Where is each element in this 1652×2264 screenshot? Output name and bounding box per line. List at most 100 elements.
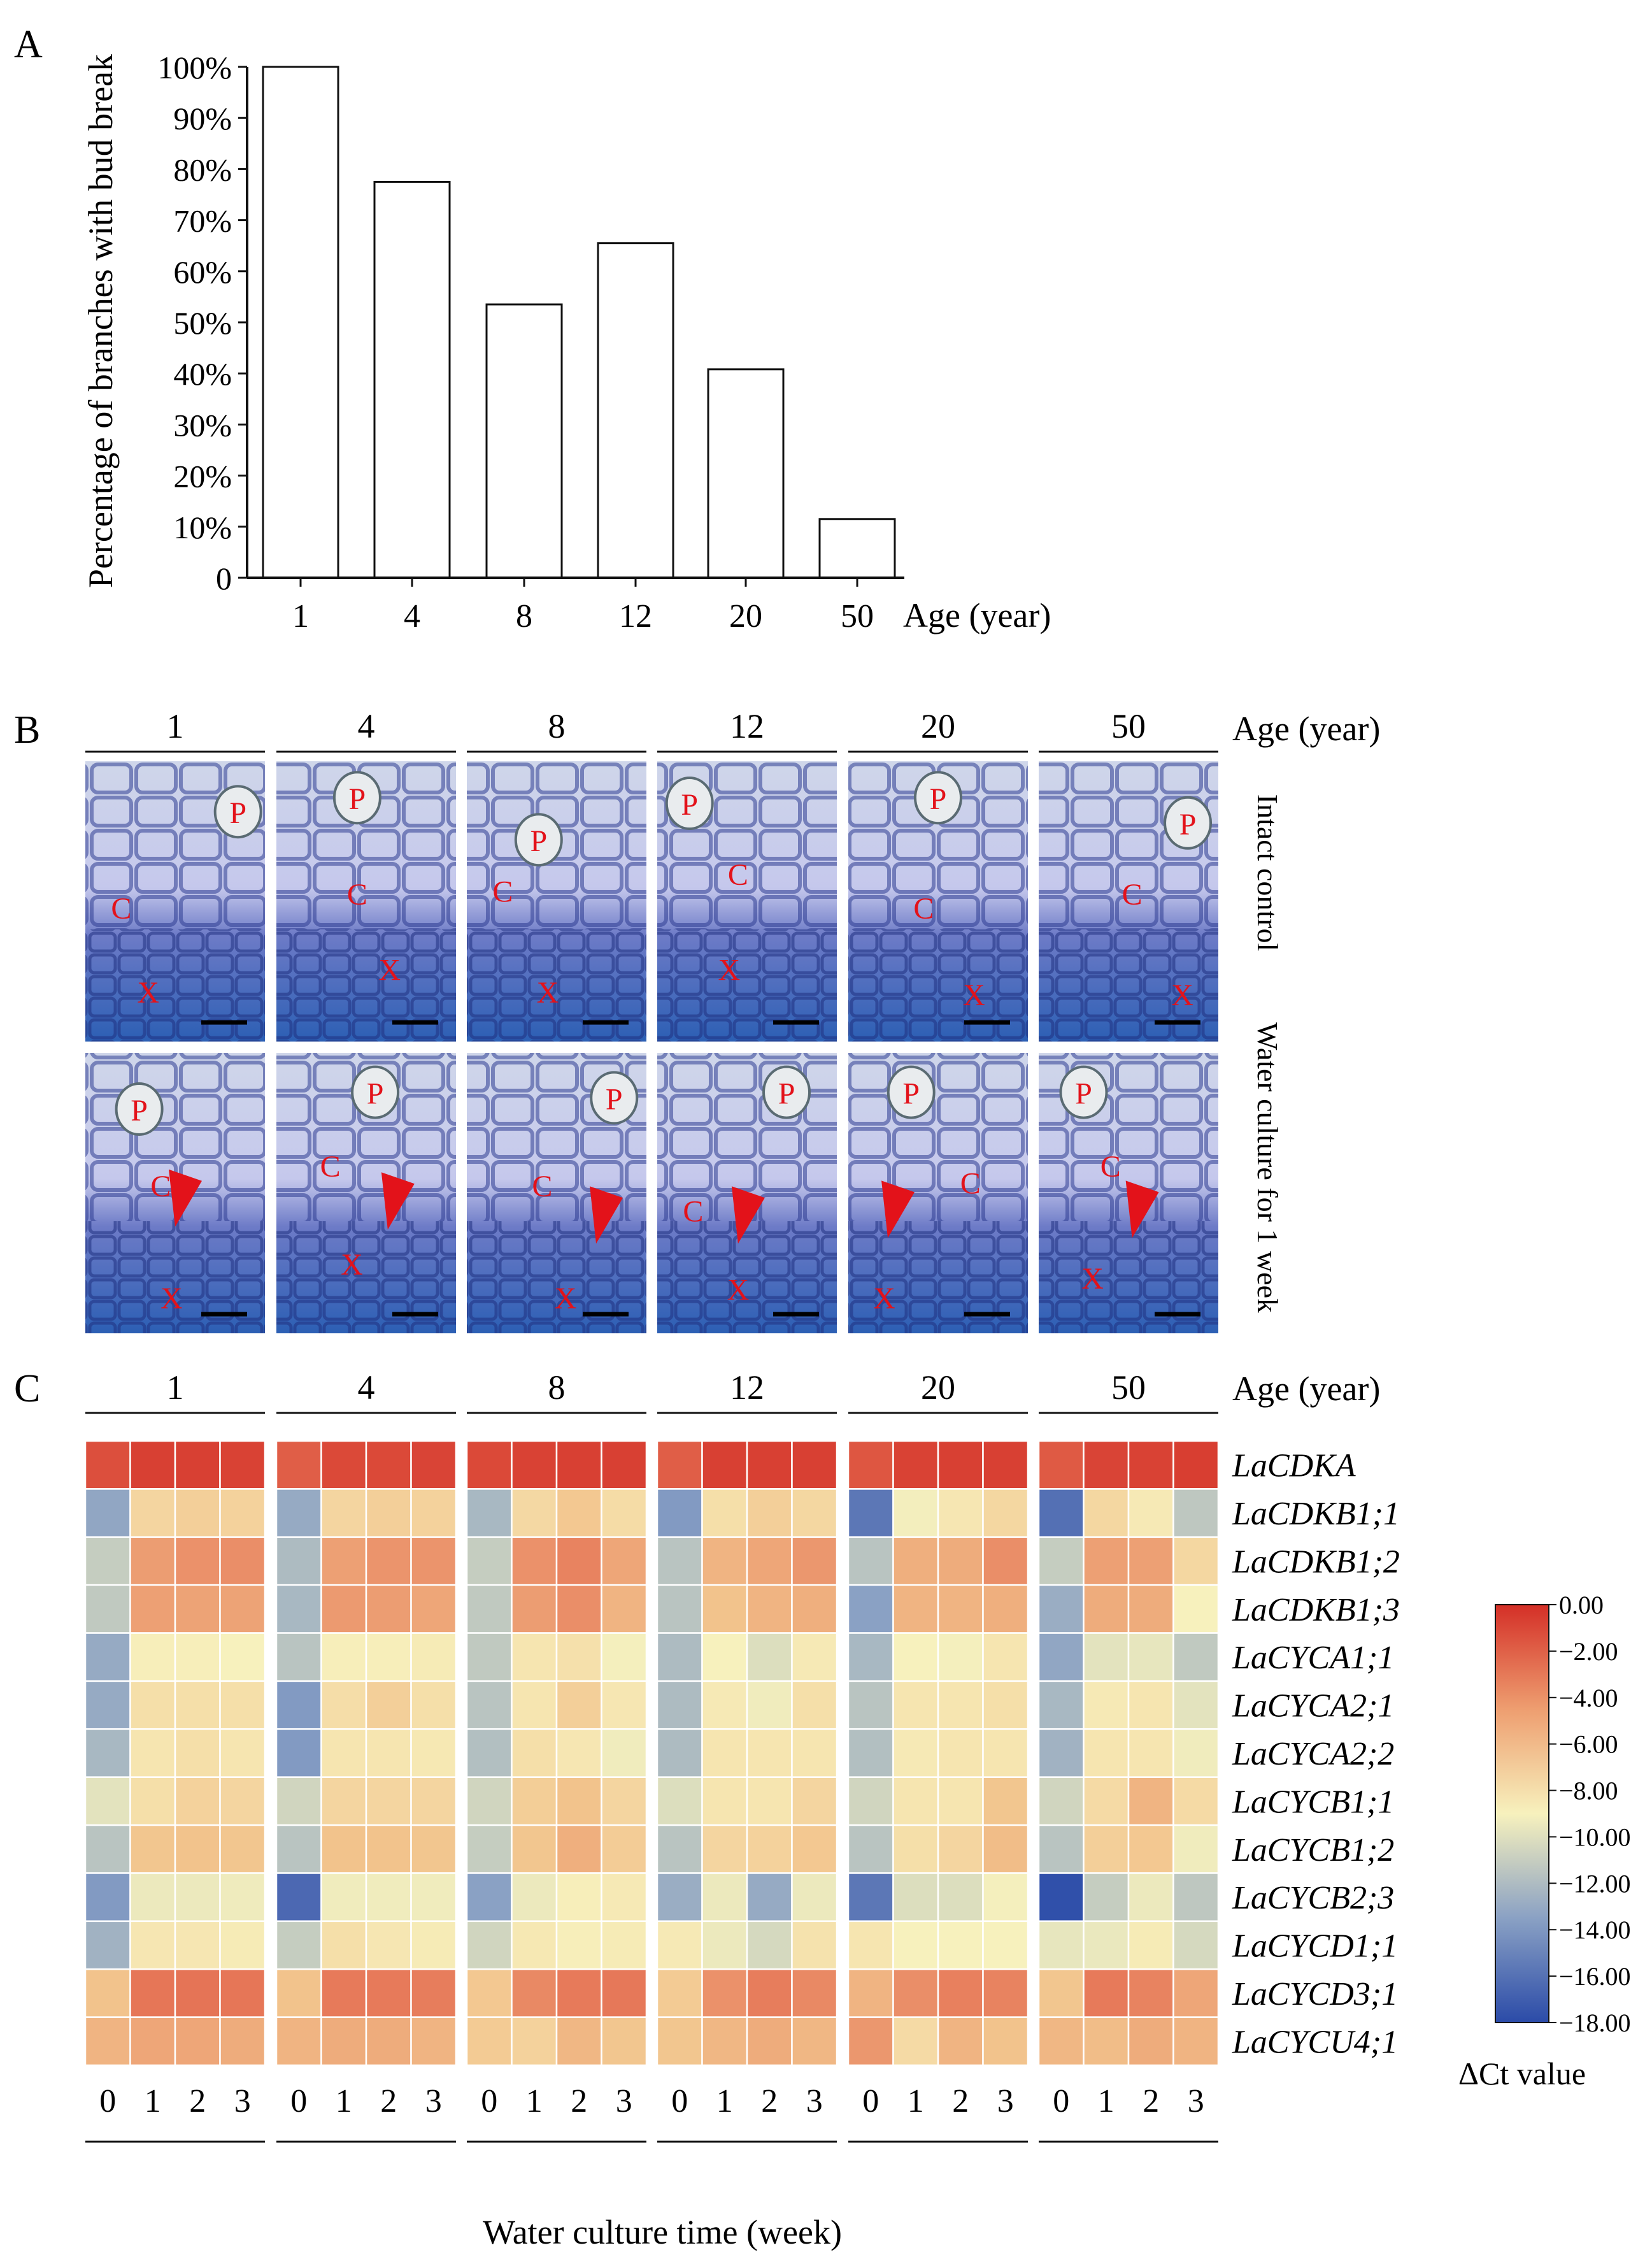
heatmap-cell xyxy=(892,1488,939,1538)
week-label: 2 xyxy=(761,2083,778,2119)
heatmap-cell xyxy=(511,1584,558,1634)
heatmap-cell xyxy=(410,1968,457,2018)
tissue-label-cambium: C xyxy=(683,1194,703,1228)
heatmap-cell xyxy=(1127,1536,1174,1586)
micrograph-water-culture-1: P C X xyxy=(85,1053,265,1333)
colorbar-tick-label: −12.00 xyxy=(1559,1869,1631,1898)
heatmap-cell xyxy=(892,1968,939,2018)
tissue-label-phloem: P xyxy=(902,1077,920,1111)
heatmap-cell xyxy=(746,2016,793,2067)
gene-label: LaCDKA xyxy=(1232,1448,1356,1484)
heatmap-cell xyxy=(84,1488,131,1538)
heatmap-cell xyxy=(129,1968,176,2018)
tissue-label-phloem: P xyxy=(229,796,246,830)
arrowhead-marker xyxy=(731,1186,765,1244)
gene-labels: LaCDKA LaCDKB1;1 LaCDKB1;2 LaCDKB1;3 LaCYCA1… xyxy=(1232,1448,1400,2061)
heatmap-cell xyxy=(892,1920,939,1970)
heatmap-cell xyxy=(555,1776,602,1826)
heatmap-cell xyxy=(511,1728,558,1778)
phloem-cell xyxy=(332,771,381,825)
heatmap-cell xyxy=(219,1872,266,1923)
heatmap-cell xyxy=(511,1680,558,1730)
heatmap-cell xyxy=(275,1680,322,1730)
gene-label: LaCYCB1;1 xyxy=(1232,1784,1394,1820)
tissue-label-xylem: X xyxy=(1171,978,1193,1012)
tissue-label-phloem: P xyxy=(349,782,366,816)
heatmap-cell xyxy=(219,1536,266,1586)
heatmap-cell xyxy=(701,1824,748,1874)
heatmap-cell xyxy=(129,1488,176,1538)
heatmap-cell xyxy=(937,1680,984,1730)
heatmap-cell xyxy=(1127,1728,1174,1778)
heatmap-cell xyxy=(601,1584,648,1634)
micrograph-water-culture-4: P C X xyxy=(276,1053,456,1333)
phloem-cell xyxy=(914,771,962,825)
heatmap-cell xyxy=(1037,1728,1085,1778)
tissue-label-xylem: X xyxy=(341,1248,363,1282)
heatmap-cell xyxy=(129,1920,176,1970)
heatmap-cell xyxy=(466,1824,513,1874)
heatmap-cell xyxy=(365,1632,412,1682)
heatmap-cell xyxy=(275,1536,322,1586)
heatmap-cell xyxy=(656,2016,703,2067)
heatmap-cell xyxy=(601,1632,648,1682)
panel-label-b: B xyxy=(14,708,40,752)
gene-label: LaCDKB1;1 xyxy=(1232,1496,1400,1532)
heatmap-cell xyxy=(601,1488,648,1538)
heatmap-cell xyxy=(982,1824,1029,1874)
heatmap-cell xyxy=(701,1632,748,1682)
heatmap-cell xyxy=(219,1920,266,1970)
heatmap-cell xyxy=(746,1440,793,1490)
heatmap-cell xyxy=(84,1536,131,1586)
heatmap-cell xyxy=(174,1680,221,1730)
heatmap-cell xyxy=(701,1920,748,1970)
gene-label: LaCYCA2;2 xyxy=(1232,1736,1394,1772)
heatmap-cell xyxy=(410,1776,457,1826)
heatmap-cell xyxy=(410,1824,457,1874)
heatmap-cell xyxy=(982,1488,1029,1538)
heatmap-cell xyxy=(84,1776,131,1826)
heatmap-cell xyxy=(791,1920,838,1970)
y-tick-label: 0 xyxy=(216,561,232,596)
heatmap-cell xyxy=(847,1440,894,1490)
heatmap-cell xyxy=(937,1968,984,2018)
heatmap-cell xyxy=(1127,1872,1174,1923)
heatmap-cell xyxy=(892,1680,939,1730)
heatmap-cell xyxy=(1037,1632,1085,1682)
heatmap-cell xyxy=(1037,1920,1085,1970)
heatmap-cell xyxy=(982,1728,1029,1778)
heatmap-cell xyxy=(174,1488,221,1538)
heatmap-cell xyxy=(275,1872,322,1923)
heatmap-cell xyxy=(1127,1488,1174,1538)
heatmap-cell xyxy=(84,1632,131,1682)
arrowhead-marker xyxy=(1125,1180,1159,1238)
week-label: 2 xyxy=(571,2083,587,2119)
heatmap-cell xyxy=(1127,1632,1174,1682)
phloem-cell xyxy=(351,1065,400,1119)
heatmap-cell xyxy=(1127,1824,1174,1874)
heatmap-cell xyxy=(701,1968,748,2018)
heatmap-cell xyxy=(219,1440,266,1490)
tissue-label-phloem: P xyxy=(778,1077,795,1111)
heatmap-panel-c: 1 4 8 12 20 50 Age (year) LaCDKALaCDKB1;1LaCD… xyxy=(84,1368,1631,2251)
heatmap-cell xyxy=(1127,1440,1174,1490)
heatmap-cell xyxy=(847,1920,894,1970)
micrograph-panel-b: 1 4 8 12 20 50 Age (year) PCXPCXPCXPCXPCXPCXP… xyxy=(85,707,1380,1333)
colorbar-tick-label: −4.00 xyxy=(1559,1684,1618,1712)
heatmap-cell xyxy=(1083,1968,1130,2018)
heatmap-cell xyxy=(466,1440,513,1490)
week-label: 1 xyxy=(1098,2083,1114,2119)
heatmap-cell xyxy=(320,1680,367,1730)
heatmap-cell xyxy=(847,1728,894,1778)
tissue-label-cambium: C xyxy=(347,878,367,912)
heatmap-cell xyxy=(555,2016,602,2067)
heatmap-cell xyxy=(746,1536,793,1586)
tissue-label-phloem: P xyxy=(1075,1077,1092,1111)
heatmap-cell xyxy=(84,1440,131,1490)
week-label: 1 xyxy=(908,2083,924,2119)
heatmap-cell xyxy=(466,1728,513,1778)
heatmap-cell xyxy=(555,1824,602,1874)
heatmap-cell xyxy=(84,1920,131,1970)
micrograph-intact-1: P C X xyxy=(85,761,265,1042)
